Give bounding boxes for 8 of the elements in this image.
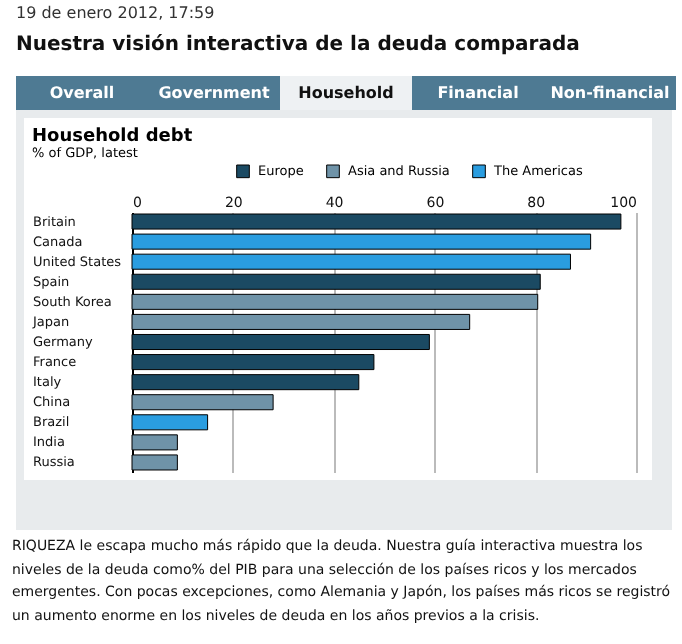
text: Non-financial — [548, 82, 672, 106]
text: Nuestra visión interactiva de la deuda comparada — [16, 34, 580, 56]
text: Overall — [47, 82, 117, 106]
text: Government — [156, 82, 272, 106]
text: Household — [280, 76, 412, 110]
text: 19 de enero 2012, 17:59 — [16, 4, 215, 22]
text: Financial — [435, 82, 521, 106]
chart-title: Household debt — [32, 127, 194, 147]
